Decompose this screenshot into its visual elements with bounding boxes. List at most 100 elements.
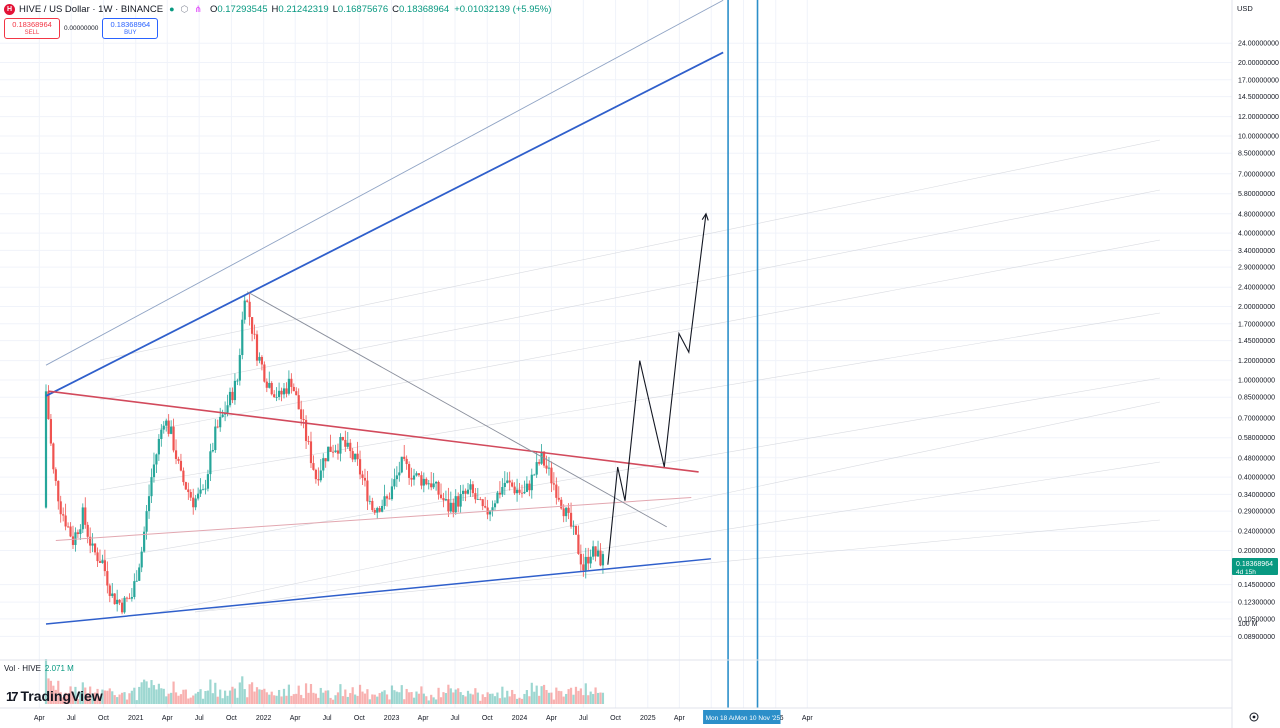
time-tick-label: Jul [579,715,588,722]
price-tick-label: 0.08900000 [1238,634,1275,641]
hexagon-icon[interactable]: ⬡ [180,3,189,14]
volume-bar [79,691,82,704]
price-axis[interactable]: USD 24.00000000 20.00000000 17.00000000 14.… [1237,4,1279,641]
volume-bar [182,689,185,704]
candle-body [187,489,190,493]
volume-bar [513,694,516,704]
volume-bar [461,694,465,704]
buy-button[interactable]: 0.18368964 BUY [102,18,159,39]
volume-bar [577,690,580,704]
volume-bar [525,690,528,704]
volume-bar [476,692,479,704]
candle-body [349,442,352,452]
candle-body [248,301,251,318]
candle-body [81,507,84,530]
vertical-lines[interactable] [727,0,759,708]
candle-body [496,492,499,504]
candle-body [366,480,369,502]
price-tick-label: 4.00000000 [1238,231,1275,238]
sell-button[interactable]: 0.18368964 SELL [4,18,60,39]
candle-body [464,490,467,494]
volume-bar [209,679,212,704]
volume-bar [260,689,264,704]
fan-line [99,377,1161,561]
volume-bar [204,690,207,704]
projection-path[interactable] [607,212,709,565]
tradingview-logo[interactable]: 17 TradingView [6,688,103,704]
volume-bar [405,688,408,704]
volume-bar [314,693,317,704]
trendline-upper-channel-gray[interactable] [45,0,724,366]
volume-bar [145,681,148,704]
volume-bar [545,689,548,704]
settings-gear-icon[interactable] [1249,712,1259,722]
candle-body [474,493,477,500]
volume-bar [383,690,386,704]
status-dot-icon: ● [169,4,175,14]
volume-bar [501,686,504,704]
trendline-red-inner[interactable] [55,496,692,541]
volume-bar [287,684,290,704]
trendlines[interactable] [45,0,724,625]
trendline-upper-channel-blue[interactable] [45,51,724,397]
candle-body [444,499,448,501]
volume-bar [69,686,72,704]
price-tick-label: 0.20000000 [1238,548,1275,555]
trendline-lower-support-blue[interactable] [45,558,711,625]
candle-body [133,581,136,598]
volume-bar [466,690,470,704]
volume-bar [422,693,425,704]
fan-line [99,312,1161,491]
candle-body [336,450,340,454]
volume-bar [263,688,266,704]
volume-bar [236,697,239,704]
volume-bar [435,699,438,704]
volume-bar [57,680,60,704]
trendline-red-resistance[interactable] [48,390,699,473]
trendline-gray-downtrend[interactable] [246,291,667,528]
candle-body [280,390,283,395]
volume-bar [569,687,573,704]
candle-body [447,499,450,512]
currency-label[interactable]: USD [1237,4,1253,13]
volume-bar [420,686,423,704]
symbol-title[interactable]: HIVE / US Dollar · 1W · BINANCE [19,3,164,15]
candle-body [116,599,119,605]
candle-body [275,397,278,398]
price-tick-label: 14.50000000 [1238,94,1279,101]
volume-axis-label: 100 M [1238,621,1258,628]
candle-body [174,450,178,459]
candle-body [49,419,53,444]
candle-body [54,469,57,481]
time-tick-label: 2023 [384,715,400,722]
candle-body [76,532,79,535]
volume-bar [493,696,497,704]
candle-body [201,489,205,491]
volume-bar [582,695,585,704]
volume-bar [155,689,158,704]
projection-line[interactable] [607,213,707,565]
network-icon[interactable]: ⋔ [194,3,202,14]
volume-bar [457,688,460,704]
volume-bar [304,683,308,704]
volume-bar [268,694,271,704]
candle-body [300,409,303,420]
volume-bar [133,687,136,704]
candle-body [491,507,494,511]
volume-bar [253,691,256,704]
candle-body [528,483,531,491]
vertical-line-label: Mon 10 Nov '25 [735,715,781,722]
volume-bar [177,695,180,704]
candle-body [66,526,70,528]
price-tick-label: 1.00000000 [1238,378,1275,385]
volume-bar [373,694,376,704]
candle-body [385,496,389,499]
volume-bar [535,685,538,704]
candle-body [214,426,217,451]
candle-body [111,593,114,596]
volume-bar [336,692,340,704]
candle-body [292,386,295,392]
volume-bar [508,696,511,704]
volume-bar [496,692,499,704]
